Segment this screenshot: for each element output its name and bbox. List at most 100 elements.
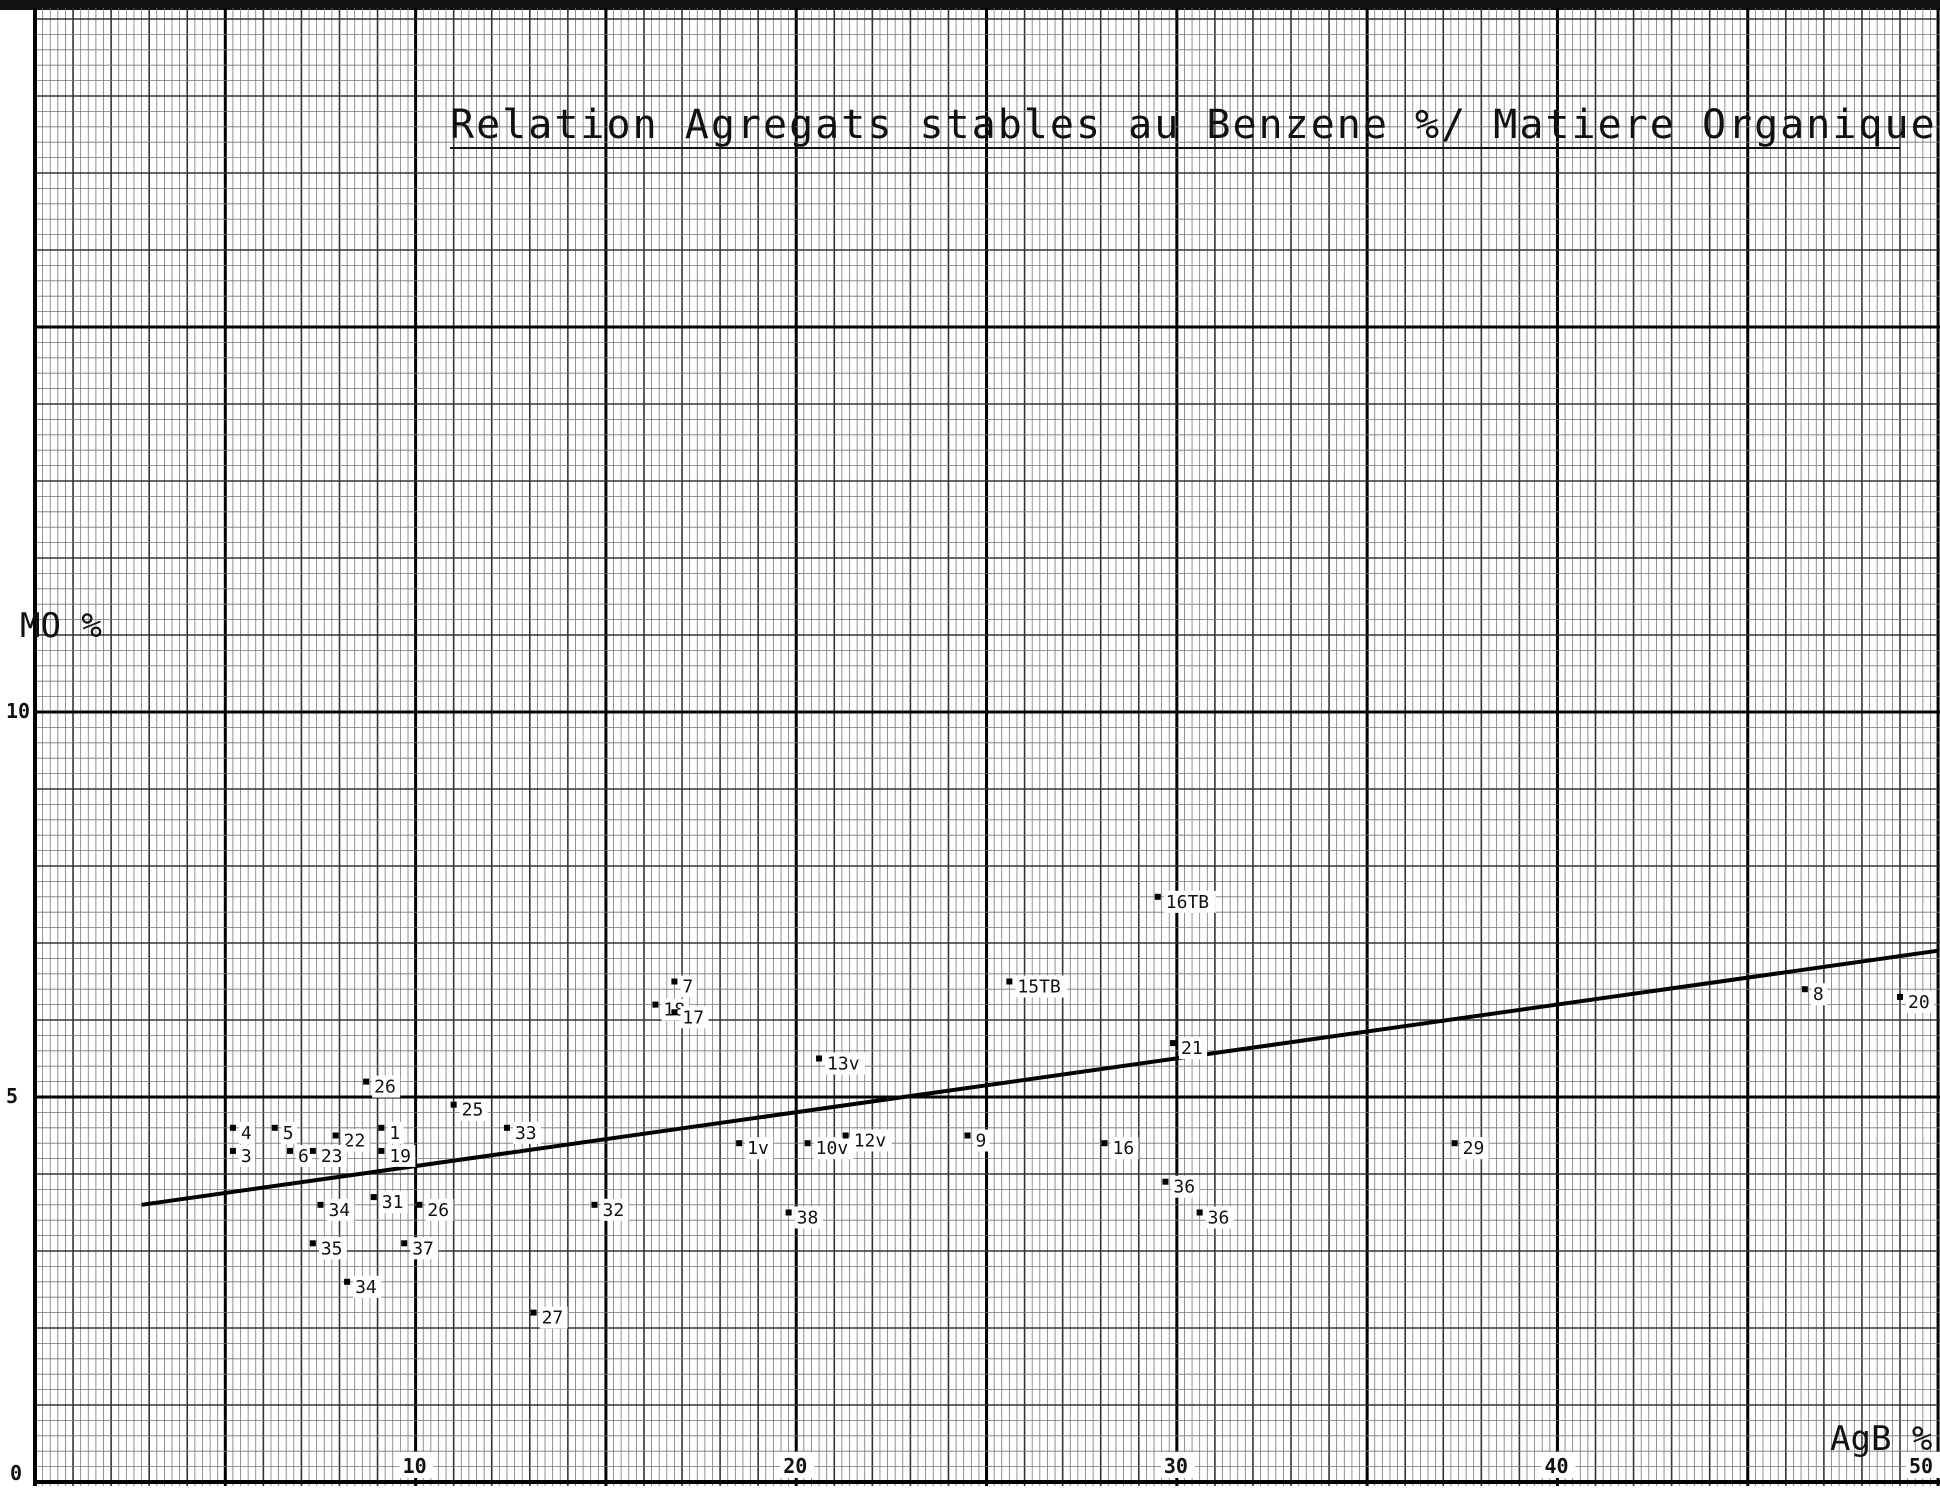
x-tick-bg xyxy=(1160,1452,1195,1478)
data-point: 1v xyxy=(736,1137,774,1160)
point-marker xyxy=(287,1147,294,1154)
data-point: 1 xyxy=(378,1121,404,1144)
x-axis-label: AgB % xyxy=(1830,1419,1932,1459)
point-label: 10v xyxy=(816,1138,849,1159)
point-label: 3 xyxy=(241,1146,252,1167)
data-point: 32 xyxy=(591,1198,629,1221)
point-label-bg xyxy=(238,1144,255,1167)
point-label: 16 xyxy=(1113,1138,1135,1159)
data-point: 3 xyxy=(229,1144,255,1167)
point-label-bg xyxy=(459,1098,488,1121)
data-point: 34 xyxy=(344,1275,382,1298)
point-label: 13v xyxy=(827,1054,860,1075)
point-label: 34 xyxy=(328,1200,350,1221)
point-marker xyxy=(964,1132,971,1139)
point-label-bg xyxy=(851,1129,892,1152)
data-point: 37 xyxy=(401,1237,439,1260)
point-marker xyxy=(317,1201,324,1208)
point-label-bg xyxy=(387,1144,416,1167)
point-label-bg xyxy=(1163,890,1216,913)
data-point: 16TB xyxy=(1154,890,1216,913)
data-point: 25 xyxy=(450,1098,488,1121)
point-label: 21 xyxy=(1181,1038,1203,1059)
point-label-bg xyxy=(387,1121,404,1144)
point-label: 9 xyxy=(976,1131,987,1152)
point-label-bg xyxy=(1110,1137,1139,1160)
point-label-bg xyxy=(1810,983,1827,1006)
data-point: 8 xyxy=(1801,983,1827,1006)
data-point: 38 xyxy=(785,1206,823,1229)
point-marker xyxy=(1897,993,1903,1000)
point-label-bg xyxy=(973,1129,990,1152)
point-label: 25 xyxy=(462,1100,484,1121)
x-tick-bg xyxy=(399,1452,434,1478)
point-marker xyxy=(671,1009,678,1016)
point-label: 37 xyxy=(412,1238,434,1259)
point-marker xyxy=(1196,1209,1203,1216)
point-label: 19 xyxy=(389,1146,411,1167)
point-label: 33 xyxy=(515,1123,537,1144)
point-label: 35 xyxy=(321,1238,343,1259)
point-marker xyxy=(1801,986,1808,993)
point-marker xyxy=(1451,1140,1458,1147)
data-point: 10v xyxy=(804,1137,854,1160)
point-label: 36 xyxy=(1173,1177,1195,1198)
point-label-bg xyxy=(1015,975,1068,998)
point-label-bg xyxy=(296,1144,313,1167)
data-point: 35 xyxy=(309,1237,347,1260)
data-point: 7 xyxy=(671,975,697,998)
point-marker xyxy=(530,1309,537,1316)
point-marker xyxy=(378,1147,385,1154)
data-point: 29 xyxy=(1451,1137,1489,1160)
point-label-bg xyxy=(1906,990,1934,1013)
data-point: 5 xyxy=(271,1121,297,1144)
point-label-bg xyxy=(794,1206,823,1229)
point-marker xyxy=(652,1001,659,1008)
y-tick-label: 10 xyxy=(6,699,30,723)
point-label: 29 xyxy=(1463,1138,1485,1159)
data-point: 26 xyxy=(416,1198,454,1221)
point-label-bg xyxy=(512,1121,541,1144)
point-label: 6 xyxy=(298,1146,309,1167)
point-label: 16TB xyxy=(1166,892,1209,913)
trendline-layer xyxy=(141,948,1939,1207)
point-label: 8 xyxy=(1813,984,1824,1005)
point-marker xyxy=(401,1240,408,1247)
point-label: 7 xyxy=(682,977,693,998)
point-label-bg xyxy=(680,975,697,998)
point-label-bg xyxy=(680,1006,709,1029)
point-label: 17 xyxy=(682,1007,704,1028)
point-marker xyxy=(378,1124,385,1131)
data-point: 31 xyxy=(370,1191,408,1214)
point-marker xyxy=(229,1124,236,1131)
point-marker xyxy=(1154,893,1161,900)
data-point: 15TB xyxy=(1006,975,1068,998)
regression-line xyxy=(141,948,1939,1207)
chart-title: Relation Agregats stables au Benzene %/ … xyxy=(450,102,1940,148)
point-label-bg xyxy=(1205,1206,1234,1229)
point-label-bg xyxy=(353,1275,382,1298)
point-marker xyxy=(332,1132,339,1139)
point-label-bg xyxy=(1179,1037,1208,1060)
point-label-bg xyxy=(745,1137,774,1160)
point-marker xyxy=(229,1147,236,1154)
point-marker xyxy=(370,1194,377,1201)
scan-top-edge xyxy=(0,0,1940,10)
point-label-bg xyxy=(813,1137,854,1160)
point-label: 15TB xyxy=(1017,977,1060,998)
point-marker xyxy=(450,1101,457,1108)
point-marker xyxy=(785,1209,792,1216)
chart-grid xyxy=(33,8,1940,1486)
point-label-bg xyxy=(600,1198,629,1221)
point-marker xyxy=(842,1132,849,1139)
point-label: 1v xyxy=(747,1138,769,1159)
data-point: 19 xyxy=(378,1144,416,1167)
data-point: 27 xyxy=(530,1306,568,1329)
point-marker xyxy=(344,1278,351,1285)
point-label-bg xyxy=(341,1129,370,1152)
x-tick-label: 40 xyxy=(1544,1454,1568,1478)
data-point: 20 xyxy=(1897,990,1934,1013)
point-label-bg xyxy=(410,1237,439,1260)
data-point: 36 xyxy=(1162,1175,1200,1198)
point-label-bg xyxy=(326,1198,355,1221)
